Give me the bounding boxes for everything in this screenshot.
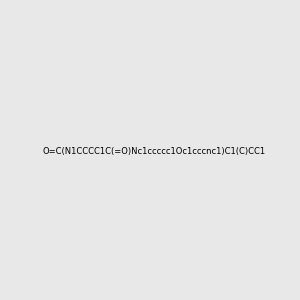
Text: O=C(N1CCCC1C(=O)Nc1ccccc1Oc1cccnc1)C1(C)CC1: O=C(N1CCCC1C(=O)Nc1ccccc1Oc1cccnc1)C1(C)… (42, 147, 265, 156)
